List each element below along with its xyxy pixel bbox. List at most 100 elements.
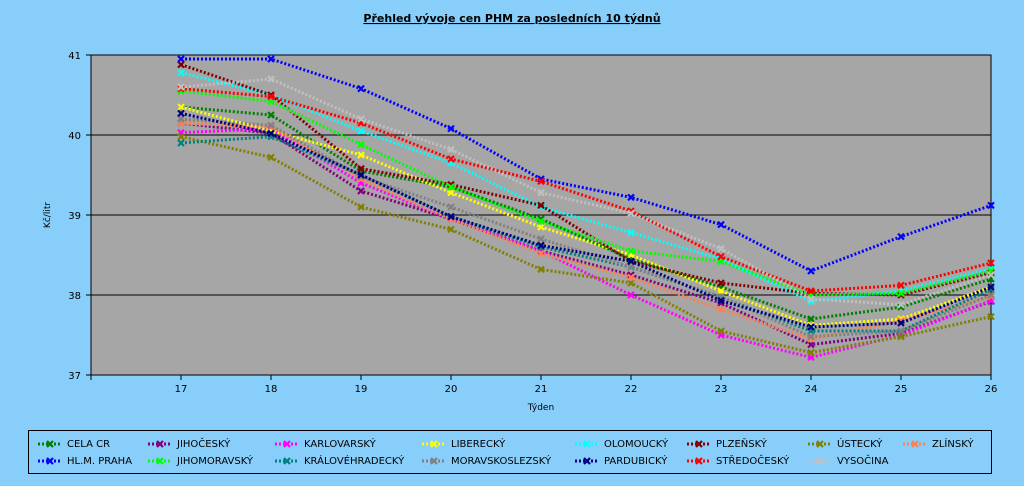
data-point [447,155,455,163]
data-point [177,83,185,91]
series-line [180,105,992,327]
data-point [267,111,275,119]
data-point [357,164,365,173]
data-point [627,257,635,266]
legend-marker [911,440,919,448]
data-point [897,281,905,290]
data-point [807,287,815,295]
legend-swatch [807,440,833,448]
data-point [267,55,275,63]
data-point [177,115,185,123]
data-point [717,296,725,305]
legend-label: KARLOVARSKÝ [304,438,376,450]
legend-swatch [686,457,712,465]
data-point [627,209,635,218]
series-line [180,105,992,321]
data-point [357,203,365,211]
data-point [537,265,545,274]
data-point [177,55,185,63]
legend-label: JIHOČESKÝ [177,438,231,450]
legend-marker [283,457,291,465]
data-point [717,220,725,229]
data-point [447,225,455,234]
data-point [807,323,815,331]
data-point [807,348,815,357]
y-axis-ticks: 37 38 39 40 41 [68,51,91,382]
data-point [717,279,725,287]
legend-marker [583,457,591,465]
y-tick-label: 41 [68,51,81,62]
legend-marker [816,457,824,465]
data-point [267,92,275,101]
data-point [627,279,635,287]
x-tick-label: 23 [715,384,728,395]
chart-title: Přehled vývoje cen PHM za posledních 10 … [363,12,660,25]
y-tick-label: 39 [68,211,81,222]
data-point [897,300,905,309]
data-point [177,84,185,93]
legend-marker [46,440,54,448]
data-point [897,232,905,241]
data-point [807,340,815,349]
data-point [447,124,455,133]
legend-swatch [807,457,833,465]
legend-item: ÚSTECKÝ [807,436,882,452]
series-line [180,127,992,359]
fuel-price-chart: Přehled vývoje cen PHM za posledních 10 … [42,12,998,413]
series-lines [177,55,995,362]
legend-label: PLZEŇSKÝ [716,438,767,450]
data-point [357,171,365,179]
data-point [987,291,995,299]
data-point [537,201,545,210]
data-point [717,305,725,314]
series-moravskoslezsk- [177,115,995,341]
data-point [447,212,455,221]
data-point [537,175,545,183]
data-point [267,75,275,83]
series-jihomoravsk- [177,87,995,299]
legend-marker [695,440,703,448]
legend-marker [816,440,824,448]
legend-item: HL.M. PRAHA [37,453,132,469]
data-point [987,283,995,291]
data-point [897,327,905,335]
data-point [897,289,905,298]
data-point [537,241,545,250]
data-point [357,115,365,123]
data-point [537,223,545,231]
x-axis-label: Týden [527,403,554,413]
legend-item: JIHOMORAVSKÝ [147,453,253,469]
legend-swatch [686,440,712,448]
series--steck- [177,132,995,357]
legend-swatch [37,457,63,465]
legend-label: STŘEDOČESKÝ [716,455,790,467]
legend-swatch [147,440,173,448]
y-tick-label: 37 [68,371,81,382]
legend-swatch [147,457,173,465]
x-tick-label: 17 [175,384,188,395]
data-point [987,312,995,321]
x-tick-label: 25 [895,384,908,395]
legend-item: OLOMOUCKÝ [574,436,668,452]
x-tick-label: 26 [985,384,998,395]
legend-label: ZLÍNSKÝ [932,438,974,450]
legend-label: KRÁLOVÉHRADECKÝ [304,455,405,467]
legend-label: LIBERECKÝ [451,438,506,450]
x-tick-label: 20 [445,384,458,395]
data-point [447,203,455,211]
y-tick-label: 38 [68,291,81,302]
data-point [627,273,635,282]
data-point [177,109,185,118]
legend-swatch [574,440,600,448]
legend-marker [430,440,438,448]
data-point [717,252,725,261]
series-line [181,57,992,273]
data-point [807,315,815,323]
series-line [180,87,992,293]
legend-item: KARLOVARSKÝ [274,436,376,452]
series-vyso-ina [177,75,995,309]
data-point [537,243,545,251]
legend-marker [430,457,438,465]
legend-label: ÚSTECKÝ [837,438,883,450]
legend-swatch [37,440,63,448]
